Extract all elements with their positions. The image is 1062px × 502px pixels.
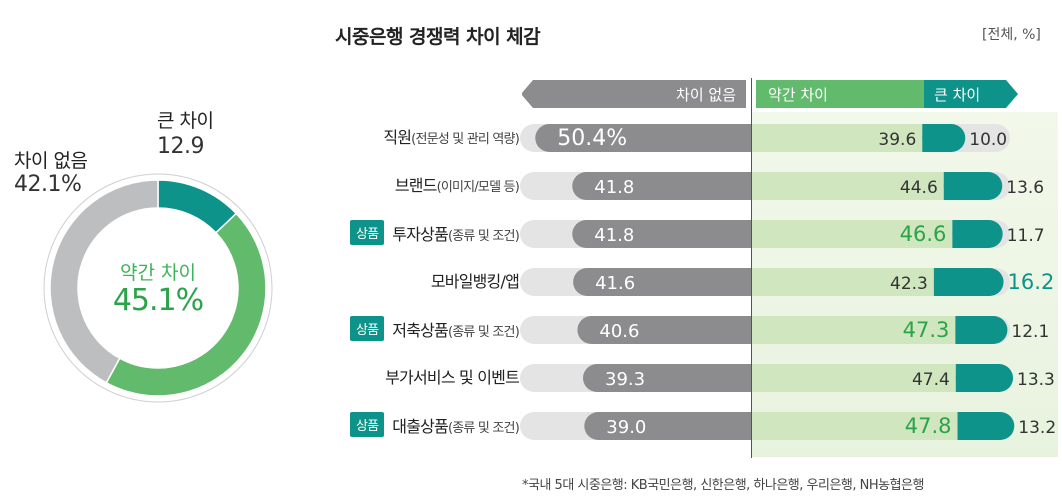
- donut-value-big: 12.9: [157, 134, 204, 159]
- row-label-sub-0: (전문성 및 관리 역량): [411, 132, 520, 147]
- bar-none-label-6: 39.0: [606, 417, 646, 438]
- bar-big-label-1: 13.6: [1006, 178, 1044, 198]
- bar-big-fill-0: [922, 124, 937, 152]
- bar-some-label-0: 39.6: [878, 130, 916, 150]
- bar-none-label-1: 41.8: [594, 177, 634, 198]
- legend-some-label: 약간 차이: [768, 86, 828, 104]
- bar-big-6: [957, 412, 1015, 440]
- bar-some-label-6: 47.8: [905, 414, 952, 438]
- donut-value-some: 45.1%: [112, 283, 204, 318]
- bar-some-5: [752, 364, 956, 392]
- bar-none-label-3: 41.6: [595, 273, 635, 294]
- row-tag-2: 상품: [349, 220, 385, 245]
- bar-big-5: [955, 364, 1014, 392]
- donut-slice-1: [105, 212, 267, 397]
- row-tag-4: 상품: [349, 316, 385, 341]
- bar-none-6: [584, 412, 752, 440]
- bar-none-3: [573, 268, 752, 296]
- bar-none-fill-0: [732, 124, 752, 152]
- legend-some: 약간 차이: [756, 80, 924, 108]
- bar-none-fill-1: [732, 172, 752, 200]
- bar-none-5: [583, 364, 752, 392]
- legend-big: 큰 차이: [924, 80, 1018, 108]
- row-label-sub-2: (종류 및 조건): [447, 229, 520, 244]
- bar-big-fill-5: [955, 364, 970, 392]
- bar-some-2: [752, 220, 953, 248]
- row-label-main-1: 브랜드: [394, 176, 438, 195]
- bar-some-1: [752, 172, 944, 200]
- donut-label-none: 차이 없음: [14, 150, 88, 172]
- bar-some-label-5: 47.4: [912, 370, 950, 390]
- bar-some-label-4: 47.3: [903, 318, 950, 342]
- bar-none-fill-4: [732, 316, 752, 344]
- row-label-6: 상품 대출상품(종류 및 조건): [349, 412, 520, 437]
- bar-big-label-3: 16.2: [1008, 270, 1055, 294]
- row-label-2: 상품 투자상품(종류 및 조건): [349, 220, 520, 245]
- bar-big-label-5: 13.3: [1017, 370, 1055, 390]
- bar-big-label-6: 13.2: [1018, 418, 1056, 438]
- row-label-sub-4: (종류 및 조건): [447, 325, 520, 340]
- bar-none-1: [572, 172, 752, 200]
- bar-some-label-1: 44.6: [900, 178, 938, 198]
- bar-none-2: [572, 220, 752, 248]
- row-tag-6: 상품: [349, 412, 385, 437]
- bar-big-1: [943, 172, 1003, 200]
- bar-big-fill-2: [952, 220, 967, 248]
- bar-some-label-2: 46.6: [900, 222, 947, 246]
- bar-none-fill-3: [732, 268, 752, 296]
- bar-some-label-3: 42.3: [890, 274, 928, 294]
- row-label-main-2: 투자상품: [392, 225, 448, 244]
- row-label-3: 모바일뱅킹/앱: [430, 268, 520, 292]
- footnote: *국내 5대 시중은행: KB국민은행, 신한은행, 하나은행, 우리은행, N…: [522, 478, 924, 493]
- bar-none-fill-5: [732, 364, 752, 392]
- center-divider: [751, 78, 752, 458]
- donut-outer-ring: [43, 173, 273, 403]
- row-label-sub-6: (종류 및 조건): [447, 421, 520, 436]
- bar-some-4: [752, 316, 956, 344]
- row-label-main-3: 모바일뱅킹/앱: [430, 272, 520, 291]
- row-label-5: 부가서비스 및 이벤트: [385, 364, 520, 388]
- bar-some-3: [752, 268, 934, 296]
- bar-none-label-0: 50.4%: [557, 126, 627, 151]
- row-label-4: 상품 저축상품(종류 및 조건): [349, 316, 520, 341]
- bar-none-label-4: 40.6: [599, 321, 639, 342]
- row-label-1: 브랜드(이미지/모델 등): [394, 172, 520, 196]
- bar-big-fill-3: [933, 268, 948, 296]
- legend-none-label: 차이 없음: [676, 86, 736, 104]
- legend-none: 차이 없음: [521, 80, 746, 108]
- donut-label-big: 큰 차이: [157, 110, 214, 132]
- bar-big-label-4: 12.1: [1011, 322, 1049, 342]
- bar-none-label-2: 41.8: [594, 225, 634, 246]
- bar-none-4: [577, 316, 752, 344]
- bar-big-fill-4: [955, 316, 970, 344]
- donut-slice-2: [49, 179, 159, 384]
- row-label-sub-1: (이미지/모델 등): [436, 180, 520, 195]
- bar-big-fill-6: [957, 412, 972, 440]
- row-label-main-4: 저축상품: [392, 321, 448, 340]
- chart-title: 시중은행 경쟁력 차이 체감: [335, 26, 541, 48]
- bar-some-0: [752, 124, 923, 152]
- bar-none-label-5: 39.3: [605, 369, 645, 390]
- legend-big-label: 큰 차이: [934, 86, 981, 104]
- bar-some-6: [752, 412, 958, 440]
- bar-big-label-0: 10.0: [969, 130, 1007, 150]
- bar-big-fill-1: [943, 172, 958, 200]
- row-label-main-0: 직원: [383, 128, 412, 147]
- bar-big-label-2: 11.7: [1007, 226, 1045, 246]
- row-label-main-5: 부가서비스 및 이벤트: [385, 368, 520, 387]
- row-label-main-6: 대출상품: [392, 417, 448, 436]
- bar-none-0: [535, 124, 752, 152]
- donut-label-some: 약간 차이: [120, 262, 196, 284]
- donut-svg: [43, 173, 273, 403]
- bar-big-3: [933, 268, 1004, 296]
- unit-label: [전체, %]: [982, 27, 1041, 43]
- row-label-0: 직원(전문성 및 관리 역량): [383, 124, 519, 148]
- donut-value-none: 42.1%: [14, 172, 82, 197]
- bar-none-fill-2: [732, 220, 752, 248]
- donut-chart: 큰 차이 12.9 차이 없음 42.1% 약간 차이 45.1%: [0, 0, 300, 502]
- bar-none-fill-6: [732, 412, 752, 440]
